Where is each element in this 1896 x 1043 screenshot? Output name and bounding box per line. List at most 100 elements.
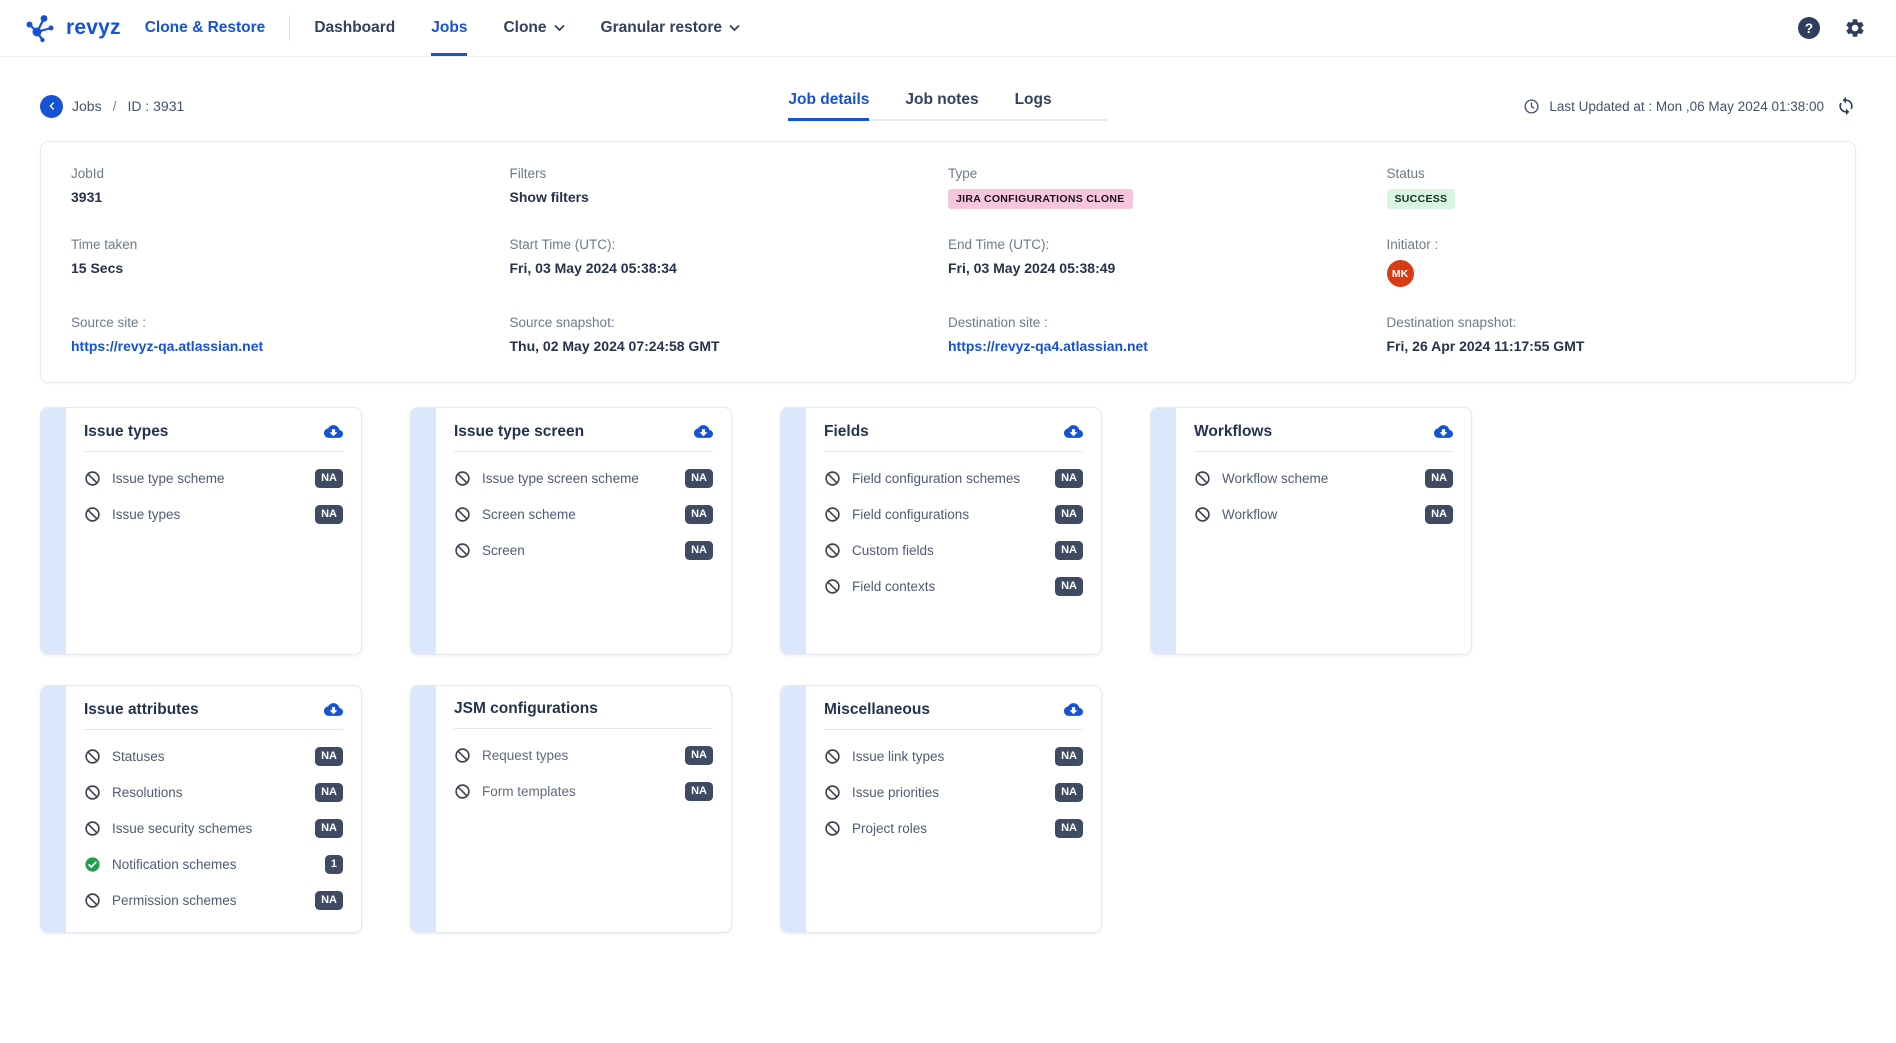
card-body: Fields Field configuration schemes NA Field… bbox=[806, 408, 1101, 654]
card-item-link[interactable]: Permission schemes bbox=[112, 892, 237, 908]
card-item-list: Field configuration schemes NA Field confi… bbox=[824, 452, 1083, 604]
na-badge: NA bbox=[315, 504, 343, 524]
field-value-end-time: Fri, 03 May 2024 05:38:49 bbox=[948, 260, 1116, 276]
config-card-workflows: Workflows Workflow scheme NA Workflow NA bbox=[1150, 407, 1472, 655]
blocked-icon bbox=[1195, 470, 1210, 486]
card-item-link[interactable]: Field configuration schemes bbox=[852, 470, 1021, 486]
card-item-link[interactable]: Issue priorities bbox=[852, 784, 940, 800]
tab-bar: Job details Job notes Logs bbox=[788, 91, 1108, 121]
na-badge: NA bbox=[1055, 746, 1083, 766]
refresh-icon[interactable] bbox=[1836, 96, 1856, 116]
card-item-link[interactable]: Resolutions bbox=[112, 784, 183, 800]
card-item-list: Issue type screen scheme NA Screen scheme N… bbox=[454, 452, 713, 568]
show-filters-toggle[interactable]: Show filters bbox=[509, 189, 589, 205]
source-site-link[interactable]: https://revyz-qa.atlassian.net bbox=[71, 338, 264, 354]
breadcrumb-jobs-link[interactable]: Jobs bbox=[72, 98, 102, 114]
help-icon[interactable]: ? bbox=[1798, 17, 1820, 39]
cloud-download-icon[interactable] bbox=[324, 422, 343, 441]
destination-site-link[interactable]: https://revyz-qa4.atlassian.net bbox=[948, 338, 1148, 354]
job-type-badge: JIRA CONFIGURATIONS CLONE bbox=[948, 189, 1133, 209]
blocked-icon bbox=[85, 784, 100, 800]
brand-name: revyz bbox=[66, 16, 121, 39]
card-item-link[interactable]: Notification schemes bbox=[112, 856, 237, 872]
card-accent-stripe bbox=[781, 408, 806, 654]
config-card-issue-attributes: Issue attributes Statuses NA Resolutions NA I… bbox=[40, 685, 362, 933]
chevron-down-icon bbox=[729, 25, 740, 32]
field-label: Filters bbox=[509, 166, 547, 181]
nav-item-jobs[interactable]: Jobs bbox=[431, 0, 468, 56]
cloud-download-icon[interactable] bbox=[1064, 422, 1083, 441]
card-item-list: Issue type scheme NA Issue types NA bbox=[84, 452, 343, 532]
blocked-icon bbox=[825, 470, 840, 486]
config-card-fields: Fields Field configuration schemes NA Field… bbox=[780, 407, 1102, 655]
blocked-icon bbox=[85, 820, 100, 836]
tab-logs[interactable]: Logs bbox=[1014, 91, 1052, 108]
cloud-download-icon[interactable] bbox=[324, 700, 343, 719]
field-label: Time taken bbox=[71, 237, 138, 252]
settings-gear-icon[interactable] bbox=[1844, 17, 1866, 39]
product-name-link[interactable]: Clone & Restore bbox=[144, 19, 266, 36]
card-item: Statuses NA bbox=[84, 738, 343, 774]
summary-field-source-site: Source site : https://revyz-qa.atlassian.… bbox=[71, 315, 510, 354]
nav-item-label: Clone bbox=[503, 19, 547, 36]
tab-job-notes[interactable]: Job notes bbox=[905, 91, 979, 108]
na-badge: NA bbox=[315, 890, 343, 910]
card-item: Issue types NA bbox=[84, 496, 343, 532]
card-item-link[interactable]: Workflow scheme bbox=[1222, 470, 1329, 486]
toolbar: Jobs / ID : 3931 Job details Job notes Log… bbox=[40, 91, 1856, 121]
na-badge: NA bbox=[685, 781, 713, 801]
brand[interactable]: revyz bbox=[24, 0, 121, 56]
card-item-link[interactable]: Issue types bbox=[112, 506, 181, 522]
blocked-icon bbox=[825, 506, 840, 522]
last-updated-text: Last Updated at : Mon ,06 May 2024 01:38… bbox=[1549, 98, 1825, 114]
card-item-link[interactable]: Workflow bbox=[1222, 506, 1278, 522]
summary-field-job-status: Status SUCCESS bbox=[1386, 166, 1826, 209]
nav-item-granular-restore[interactable]: Granular restore bbox=[601, 0, 740, 56]
card-body: Miscellaneous Issue link types NA Issue pri… bbox=[806, 686, 1101, 932]
field-label: Source snapshot: bbox=[509, 315, 615, 330]
card-header: Issue type screen bbox=[454, 422, 713, 452]
blocked-icon bbox=[825, 820, 840, 836]
card-item-list: Request types NA Form templates NA bbox=[454, 729, 713, 809]
nav-item-clone[interactable]: Clone bbox=[503, 0, 564, 56]
card-item-link[interactable]: Screen scheme bbox=[482, 506, 576, 522]
job-status-badge: SUCCESS bbox=[1386, 189, 1456, 209]
card-item-link[interactable]: Custom fields bbox=[852, 542, 934, 558]
card-item: Issue type scheme NA bbox=[84, 460, 343, 496]
nav-item-label: Jobs bbox=[431, 19, 468, 36]
cloud-download-icon[interactable] bbox=[694, 422, 713, 441]
card-item-link[interactable]: Field contexts bbox=[852, 578, 936, 594]
card-title: Issue type screen bbox=[454, 422, 585, 440]
blocked-icon bbox=[455, 470, 470, 486]
card-body: Workflows Workflow scheme NA Workflow NA bbox=[1176, 408, 1471, 654]
card-title: Issue attributes bbox=[84, 700, 199, 718]
card-item: Form templates NA bbox=[454, 773, 713, 809]
header-divider bbox=[289, 15, 291, 41]
nav-item-dashboard[interactable]: Dashboard bbox=[314, 0, 395, 56]
card-item-link[interactable]: Issue link types bbox=[852, 748, 945, 764]
tab-job-details[interactable]: Job details bbox=[788, 91, 870, 121]
card-item-link[interactable]: Issue security schemes bbox=[112, 820, 253, 836]
card-item-link[interactable]: Issue type scheme bbox=[112, 470, 225, 486]
cloud-download-icon[interactable] bbox=[1434, 422, 1453, 441]
summary-field-source-snapshot: Source snapshot: Thu, 02 May 2024 07:24:5… bbox=[510, 315, 949, 354]
card-title: JSM configurations bbox=[454, 700, 598, 717]
cloud-download-icon[interactable] bbox=[1064, 700, 1083, 719]
na-badge: NA bbox=[1055, 782, 1083, 802]
na-badge: NA bbox=[1055, 468, 1083, 488]
card-item-link[interactable]: Statuses bbox=[112, 748, 165, 764]
blocked-icon bbox=[455, 542, 470, 558]
card-header: Issue attributes bbox=[84, 700, 343, 730]
card-item-link[interactable]: Screen bbox=[482, 542, 525, 558]
card-item-link[interactable]: Issue type screen scheme bbox=[482, 470, 639, 486]
card-item-link[interactable]: Project roles bbox=[852, 820, 928, 836]
card-item: Permission schemes NA bbox=[84, 882, 343, 918]
card-title: Fields bbox=[824, 422, 869, 440]
back-button[interactable] bbox=[40, 94, 63, 118]
card-item-link[interactable]: Field configurations bbox=[852, 506, 970, 522]
chevron-down-icon bbox=[554, 25, 564, 32]
blocked-icon bbox=[455, 506, 470, 522]
blocked-icon bbox=[825, 542, 840, 558]
blocked-icon bbox=[825, 578, 840, 594]
card-title: Miscellaneous bbox=[824, 700, 930, 718]
